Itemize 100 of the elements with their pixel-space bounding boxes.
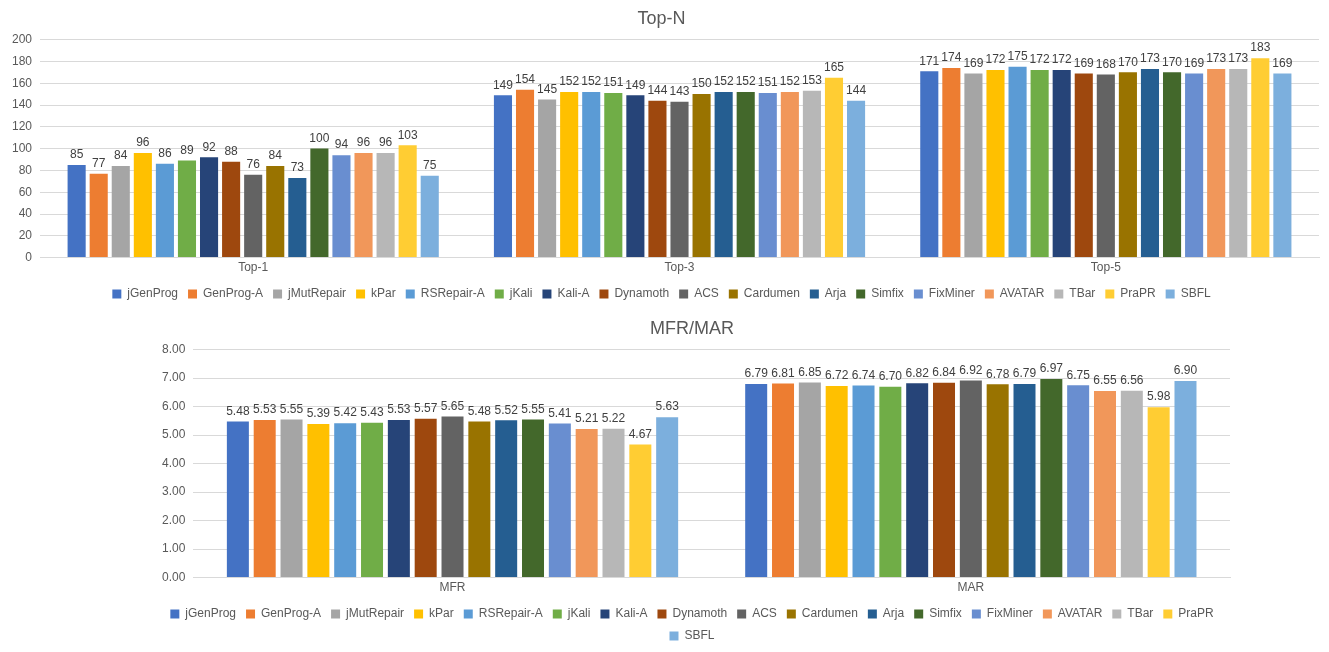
data-label: 149 [492,77,514,92]
legend-label: SBFL [684,628,715,643]
legend-label: ACS [694,286,719,301]
x-tick-label: Top-1 [238,260,269,275]
data-label: 172 [985,52,1006,67]
bar [780,91,799,258]
bar [155,163,174,258]
bar [111,166,130,258]
y-tick-label: 80 [18,162,33,177]
data-label: 6.78 [985,366,1010,381]
data-label: 6.82 [905,365,930,380]
legend-label: Arja [824,286,847,301]
bar [1251,58,1270,258]
bar [376,152,395,258]
y-tick-label: 0.00 [162,569,186,584]
data-label: 76 [246,157,261,172]
bar [414,418,437,578]
data-label: 6.90 [1173,363,1198,378]
bar [824,77,844,258]
data-label: 168 [1095,56,1117,71]
bar [398,145,417,258]
bar [933,382,956,578]
data-label: 84 [114,148,128,163]
bar [758,93,777,258]
data-label: 5.63 [655,399,680,414]
data-label: 170 [1162,54,1183,69]
legend-label: jKali [566,606,591,621]
data-label: 152 [581,74,602,89]
data-label: 5.98 [1146,389,1171,404]
bar [1273,73,1292,258]
legend-label: TBar [1069,286,1096,301]
y-tick-label: 100 [11,140,33,155]
y-tick-label: 180 [11,53,33,68]
data-label: 5.57 [414,401,438,416]
data-label: 5.53 [387,402,411,417]
legend-label: Simfix [929,606,962,621]
y-tick-label: 5.00 [162,427,186,442]
bar [1118,72,1137,258]
bar [222,161,241,258]
data-label: 144 [846,82,867,97]
legend-label: kPar [371,286,396,301]
legend-label: kPar [429,606,454,621]
data-label: 5.48 [226,403,250,418]
y-tick-label: 60 [18,184,33,199]
data-label: 165 [823,60,845,75]
y-tick-label: 3.00 [162,484,186,499]
y-tick-label: 140 [11,97,33,112]
data-label: 92 [202,139,217,154]
data-label: 5.43 [360,405,385,420]
bar [847,100,866,258]
bar [798,382,821,578]
x-tick-label: Top-5 [1090,260,1122,275]
legend-label: PraPR [1178,606,1214,621]
data-label: 169 [963,55,984,70]
bar [1008,66,1027,258]
data-label: 77 [92,155,106,170]
data-label: 5.52 [494,402,519,417]
bar [1074,73,1093,258]
bar [1096,74,1115,258]
data-label: 5.41 [548,405,572,420]
legend-label: Cardumen [801,606,858,621]
legend-label: Dynamoth [614,286,670,301]
bar [986,384,1009,578]
bar [670,101,689,258]
x-tick-label: MAR [957,580,985,595]
chart-title: MFR/MAR [650,317,734,338]
bar [354,152,373,258]
data-label: 173 [1228,51,1249,66]
legend-label: jGenProg [126,286,179,301]
data-label: 175 [1007,49,1028,64]
bar [575,429,598,578]
data-label: 6.85 [798,364,822,379]
data-label: 173 [1206,51,1227,66]
data-label: 169 [1184,55,1205,70]
y-tick-label: 20 [18,228,33,243]
legend-label: Arja [882,606,905,621]
data-label: 84 [268,148,283,163]
data-label: 96 [356,135,371,150]
data-label: 172 [1029,52,1050,67]
data-label: 5.21 [574,411,599,426]
bar [1140,69,1160,258]
data-label: 6.92 [959,362,983,377]
legend-label: Dynamoth [672,606,728,621]
legend-label: Kali-A [615,606,648,621]
data-label: 6.55 [1093,373,1117,388]
bar [515,89,535,258]
y-tick-label: 160 [11,75,33,90]
data-label: 152 [559,74,580,89]
legend-label: FixMiner [986,606,1033,621]
data-label: 5.53 [253,402,277,417]
data-label: 89 [180,142,194,157]
bar [648,100,667,258]
legend-label: AVATAR [999,286,1045,301]
legend-label: SBFL [1180,286,1211,301]
bar [692,94,711,258]
bar [332,155,351,258]
data-label: 145 [537,81,558,96]
y-tick-label: 40 [18,206,33,221]
data-label: 169 [1272,55,1293,70]
legend-label: jMutRepair [287,286,347,301]
